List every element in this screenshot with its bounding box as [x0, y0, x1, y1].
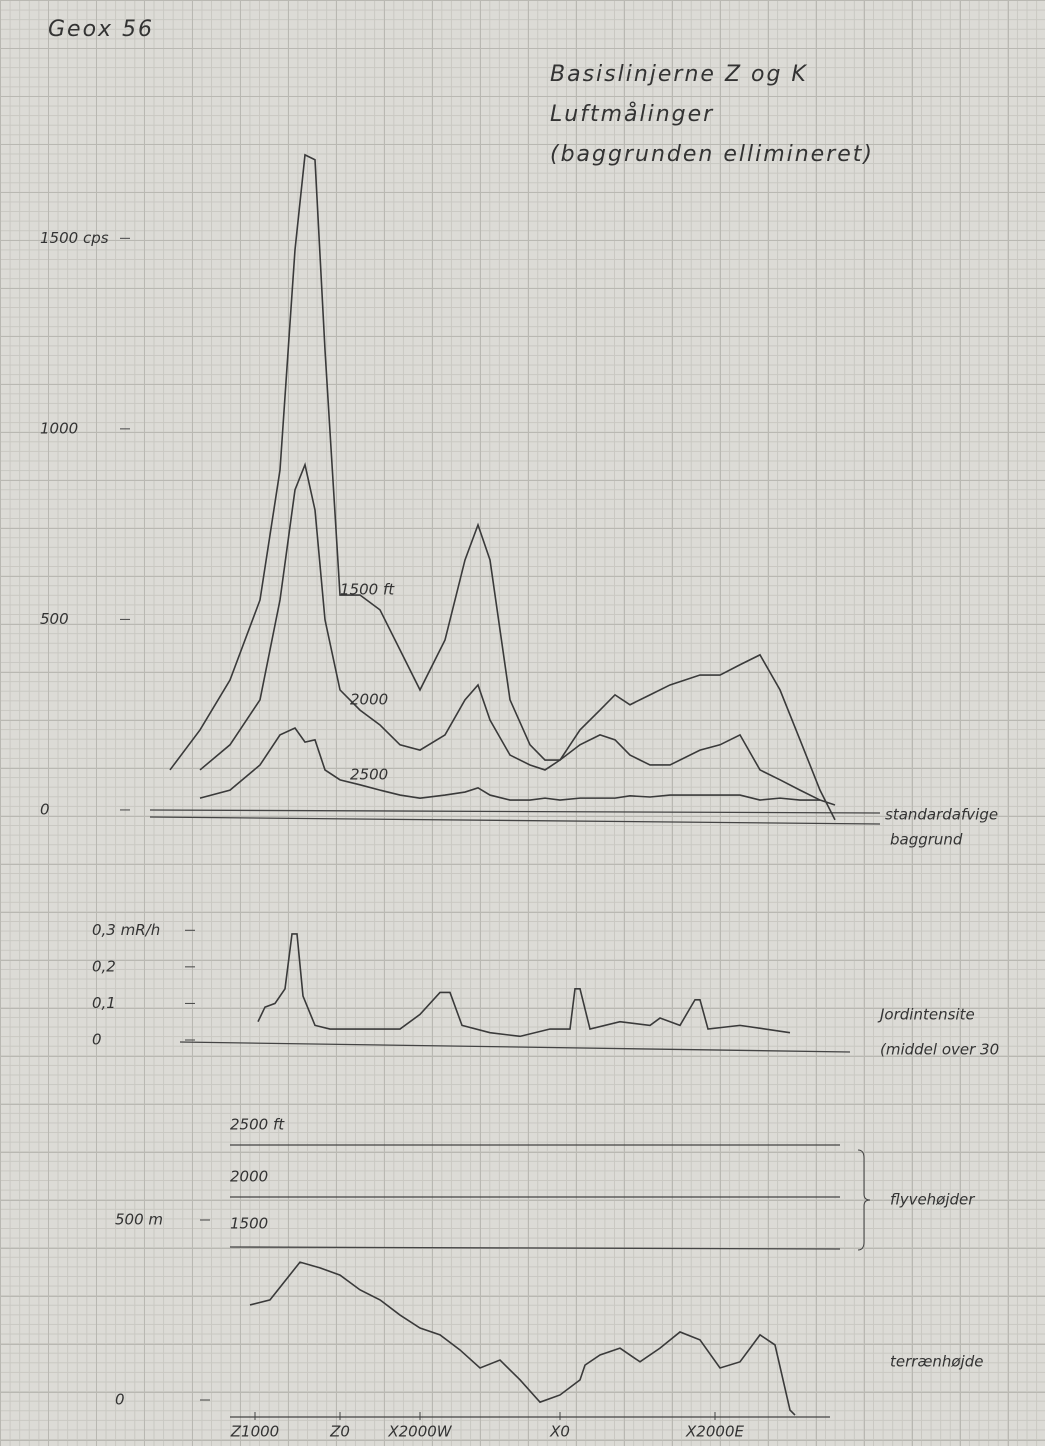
y-tick-label: 0	[92, 1031, 102, 1049]
chart-title: Basislinjerne Z og K	[550, 62, 808, 87]
brace	[858, 1150, 870, 1250]
x-tick-label: X0	[549, 1423, 570, 1441]
y-tick-label: 0	[40, 800, 50, 818]
y-tick-label: 1000	[40, 419, 78, 437]
x-tick-label: X2000W	[387, 1423, 452, 1441]
series-label: terrænhøjde	[890, 1353, 983, 1371]
series-label: Jordintensite	[877, 1006, 975, 1024]
level-label: 1500	[230, 1215, 268, 1233]
data-line	[170, 155, 835, 820]
data-line	[258, 934, 790, 1036]
series-label: 2500	[350, 766, 388, 784]
chart-title: (baggrunden ellimineret)	[550, 142, 874, 167]
chart: Geox 56 Basislinjerne Z og K Luftmålinge…	[0, 0, 1045, 1446]
y-tick-label: 0	[115, 1391, 125, 1409]
axis-line	[180, 1042, 850, 1052]
reference-line	[150, 817, 880, 824]
series-label: 1500 ft	[340, 581, 395, 599]
y-tick-label: 1500 cps	[40, 229, 109, 247]
annotation: flyvehøjder	[890, 1191, 975, 1209]
chart-title: Luftmålinger	[550, 101, 714, 127]
x-tick-label: Z0	[329, 1423, 350, 1441]
header: Geox 56	[48, 17, 154, 42]
annotation: (middel over 30	[880, 1041, 999, 1059]
page: Geox 56 Basislinjerne Z og K Luftmålinge…	[0, 0, 1045, 1446]
annotation: baggrund	[890, 831, 963, 849]
level-label: 2500 ft	[230, 1116, 285, 1134]
data-line	[200, 728, 820, 800]
level-label: 2000	[230, 1168, 268, 1186]
y-tick-label: 0,2	[92, 957, 116, 975]
y-tick-label: 0,1	[92, 994, 116, 1012]
y-tick-label: 500 m	[115, 1211, 163, 1229]
reference-line	[150, 810, 880, 813]
series-label: 2000	[350, 691, 388, 709]
data-line	[200, 465, 835, 805]
level-line	[230, 1247, 840, 1249]
y-tick-label: 500	[40, 610, 69, 628]
x-tick-label: Z1000	[230, 1423, 279, 1441]
annotation: standardafvige	[885, 806, 998, 824]
x-tick-label: X2000E	[685, 1423, 744, 1441]
data-line	[250, 1262, 795, 1415]
y-tick-label: 0,3 mR/h	[92, 921, 160, 939]
